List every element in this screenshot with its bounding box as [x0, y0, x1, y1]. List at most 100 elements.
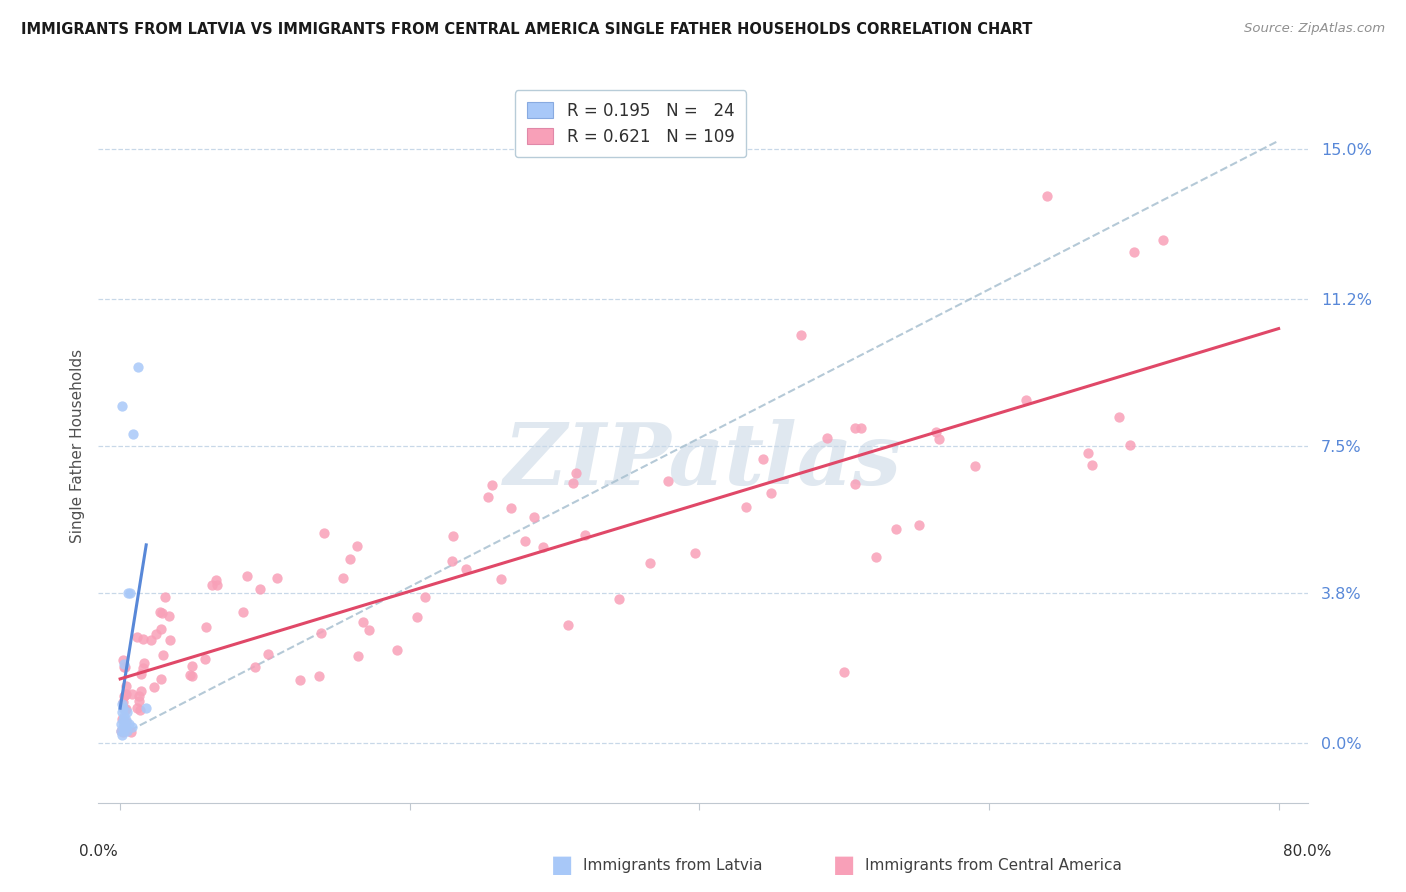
Point: [112, 713, 135, 727]
Point: [114, 704, 136, 718]
Point: [232, 605, 254, 619]
Point: [456, 562, 478, 576]
Point: [761, 486, 783, 500]
Point: [120, 725, 142, 739]
Point: [513, 534, 536, 549]
Point: [128, 694, 150, 708]
Point: [157, 608, 180, 623]
Point: [236, 569, 259, 583]
Point: [112, 660, 135, 674]
Point: [110, 724, 132, 739]
Text: 80.0%: 80.0%: [1284, 845, 1331, 859]
Point: [413, 590, 436, 604]
Point: [314, 525, 336, 540]
Point: [128, 689, 150, 703]
Y-axis label: Single Father Households: Single Father Households: [69, 349, 84, 543]
Point: [1118, 438, 1140, 452]
Point: [111, 728, 134, 742]
Point: [112, 695, 135, 709]
Point: [908, 518, 931, 533]
Point: [120, 585, 142, 599]
Point: [257, 647, 280, 661]
Point: [477, 490, 499, 504]
Point: [925, 425, 948, 439]
Point: [135, 700, 157, 714]
Point: [110, 716, 132, 731]
Point: [114, 714, 136, 729]
Point: [308, 668, 330, 682]
Point: [114, 657, 136, 671]
Text: Immigrants from Latvia: Immigrants from Latvia: [583, 858, 763, 872]
Point: [1036, 189, 1059, 203]
Point: [735, 500, 758, 515]
Point: [129, 684, 152, 698]
Point: [849, 421, 872, 435]
Point: [884, 522, 907, 536]
Point: [387, 643, 409, 657]
Point: [112, 713, 135, 727]
Point: [159, 633, 181, 648]
Point: [832, 665, 855, 679]
Point: [204, 573, 226, 587]
Point: [121, 687, 143, 701]
Point: [752, 451, 775, 466]
Legend: R = 0.195   N =   24, R = 0.621   N = 109: R = 0.195 N = 24, R = 0.621 N = 109: [515, 90, 747, 157]
Point: [132, 661, 155, 675]
Point: [561, 475, 583, 490]
Point: [115, 679, 138, 693]
Point: [145, 627, 167, 641]
Point: [111, 712, 134, 726]
Point: [114, 660, 136, 674]
Point: [249, 582, 271, 596]
Point: [149, 605, 172, 619]
Point: [266, 571, 288, 585]
Point: [142, 680, 165, 694]
Point: [1108, 410, 1130, 425]
Point: [499, 501, 522, 516]
Text: IMMIGRANTS FROM LATVIA VS IMMIGRANTS FROM CENTRAL AMERICA SINGLE FATHER HOUSEHOL: IMMIGRANTS FROM LATVIA VS IMMIGRANTS FRO…: [21, 22, 1032, 37]
Point: [179, 668, 201, 682]
Point: [1152, 233, 1174, 247]
Point: [844, 421, 866, 435]
Point: [125, 701, 148, 715]
Point: [965, 458, 987, 473]
Text: Source: ZipAtlas.com: Source: ZipAtlas.com: [1244, 22, 1385, 36]
Point: [149, 672, 172, 686]
Point: [928, 432, 950, 446]
Point: [565, 467, 588, 481]
Point: [352, 615, 374, 629]
Point: [657, 474, 679, 488]
Point: [406, 609, 429, 624]
Point: [131, 667, 153, 681]
Point: [118, 716, 141, 731]
Point: [112, 716, 135, 731]
Point: [357, 623, 380, 637]
Point: [129, 703, 152, 717]
Point: [153, 591, 176, 605]
Point: [607, 592, 630, 607]
Point: [139, 633, 162, 648]
Point: [790, 328, 813, 343]
Point: [115, 702, 138, 716]
Point: [125, 630, 148, 644]
Point: [288, 673, 311, 687]
Point: [115, 723, 138, 738]
Point: [441, 529, 464, 543]
Point: [115, 713, 138, 727]
Point: [201, 578, 224, 592]
Point: [114, 688, 136, 702]
Point: [111, 721, 134, 735]
Point: [111, 725, 134, 739]
Text: 0.0%: 0.0%: [79, 845, 118, 859]
Point: [309, 625, 332, 640]
Point: [441, 554, 464, 568]
Text: ZIPatlas: ZIPatlas: [503, 418, 903, 502]
Point: [111, 723, 134, 737]
Point: [245, 660, 267, 674]
Point: [150, 622, 173, 636]
Point: [557, 618, 579, 632]
Point: [1015, 393, 1038, 408]
Point: [194, 651, 217, 665]
Point: [121, 721, 143, 735]
Point: [489, 572, 512, 586]
